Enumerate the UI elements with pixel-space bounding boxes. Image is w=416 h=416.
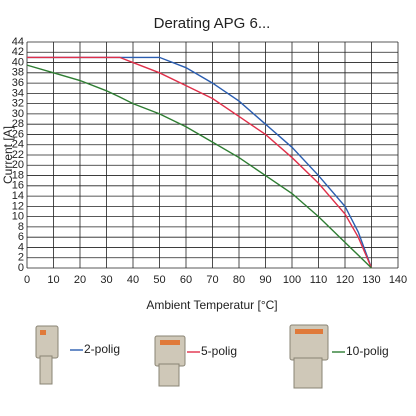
x-tick-label: 130 bbox=[362, 274, 380, 286]
connector-icon bbox=[35, 324, 329, 389]
y-tick-label: 32 bbox=[12, 98, 24, 110]
x-tick-label: 60 bbox=[180, 274, 192, 286]
chart-title: Derating APG 6... bbox=[154, 15, 271, 32]
y-tick-label: 0 bbox=[18, 262, 24, 274]
y-tick-label: 22 bbox=[12, 149, 24, 161]
data-line bbox=[27, 56, 373, 269]
y-tick-label: 38 bbox=[12, 67, 24, 79]
x-tick-label: 140 bbox=[389, 274, 407, 286]
x-tick-label: 20 bbox=[74, 274, 86, 286]
x-tick-label: 0 bbox=[24, 274, 30, 286]
y-tick-label: 6 bbox=[18, 231, 24, 243]
x-tick-label: 10 bbox=[47, 274, 59, 286]
y-tick-label: 12 bbox=[12, 200, 24, 212]
y-tick-label: 42 bbox=[12, 46, 24, 58]
x-tick-label: 80 bbox=[233, 274, 245, 286]
y-tick-label: 28 bbox=[12, 118, 24, 130]
x-tick-label: 50 bbox=[153, 274, 165, 286]
y-tick-label: 16 bbox=[12, 180, 24, 192]
y-axis-label: Current [A] bbox=[1, 126, 15, 184]
legend-label: 10-polig bbox=[346, 344, 389, 358]
data-line bbox=[26, 64, 372, 269]
x-tick-label: 120 bbox=[336, 274, 354, 286]
x-tick-label: 70 bbox=[206, 274, 218, 286]
y-tick-label: 18 bbox=[12, 169, 24, 181]
x-tick-label: 30 bbox=[100, 274, 112, 286]
y-tick-label: 14 bbox=[12, 190, 24, 202]
y-tick-label: 2 bbox=[18, 252, 24, 264]
data-line bbox=[27, 56, 373, 269]
y-tick-label: 34 bbox=[12, 87, 24, 99]
y-tick-label: 4 bbox=[18, 241, 24, 253]
legend-label: 5-polig bbox=[201, 344, 237, 358]
y-tick-label: 20 bbox=[12, 159, 24, 171]
x-axis-label: Ambient Temperatur [°C] bbox=[146, 298, 277, 312]
x-tick-label: 110 bbox=[310, 274, 328, 286]
x-tick-label: 40 bbox=[127, 274, 139, 286]
y-tick-label: 26 bbox=[12, 128, 24, 140]
legend-label: 2-polig bbox=[84, 342, 120, 356]
y-tick-label: 8 bbox=[18, 221, 24, 233]
x-tick-label: 100 bbox=[283, 274, 301, 286]
y-tick-label: 40 bbox=[12, 56, 24, 68]
x-tick-label: 90 bbox=[259, 274, 271, 286]
y-tick-label: 36 bbox=[12, 77, 24, 89]
y-tick-label: 44 bbox=[12, 36, 24, 48]
y-tick-label: 30 bbox=[12, 108, 24, 120]
y-tick-label: 24 bbox=[12, 139, 24, 151]
y-tick-label: 10 bbox=[12, 211, 24, 223]
